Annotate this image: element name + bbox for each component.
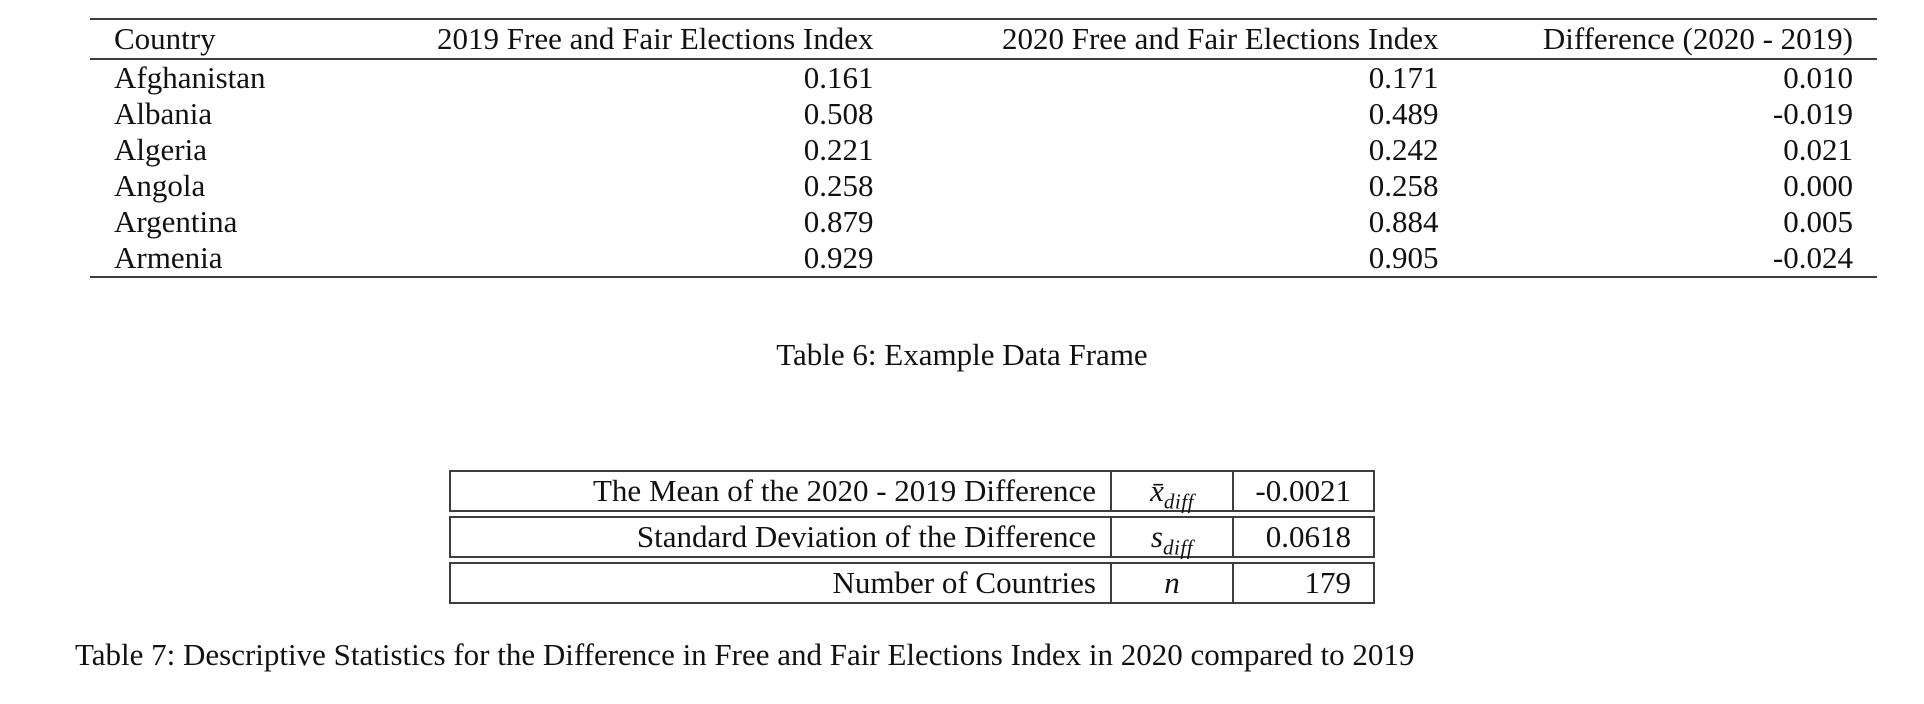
country-cell: Argentina xyxy=(114,204,238,239)
index-2019-cell: 0.879 xyxy=(803,204,874,239)
table-row: Albania 0.508 0.489 -0.019 xyxy=(90,96,1877,132)
stat-label: Number of Countries xyxy=(832,565,1096,600)
table6-header-2019-index: 2019 Free and Fair Elections Index xyxy=(339,19,886,60)
index-2019-cell: 0.258 xyxy=(803,168,874,203)
table-row: Armenia 0.929 0.905 -0.024 xyxy=(90,240,1877,277)
table6-header: Country 2019 Free and Fair Elections Ind… xyxy=(90,19,1877,60)
math-symbol-xbar-diff: x̄diff xyxy=(1150,473,1194,514)
index-2019-cell: 0.508 xyxy=(803,96,874,131)
stat-value: -0.0021 xyxy=(1255,473,1351,508)
country-cell: Armenia xyxy=(114,240,223,275)
table6-header-row: Country 2019 Free and Fair Elections Ind… xyxy=(90,19,1877,60)
table6-header-difference: Difference (2020 - 2019) xyxy=(1450,19,1877,60)
math-symbol-n: n xyxy=(1164,565,1180,600)
stat-symbol: x̄diff xyxy=(1110,472,1234,514)
descriptive-statistics-table: The Mean of the 2020 - 2019 Difference x… xyxy=(449,470,1375,604)
country-cell: Albania xyxy=(114,96,213,131)
stat-row-mean: The Mean of the 2020 - 2019 Difference x… xyxy=(449,470,1375,512)
stat-value: 179 xyxy=(1304,565,1352,600)
country-cell: Afghanistan xyxy=(114,60,266,95)
table6-header-country: Country xyxy=(90,19,340,60)
difference-cell: 0.021 xyxy=(1783,132,1853,167)
index-2020-cell: 0.489 xyxy=(1368,96,1439,131)
index-2020-cell: 0.905 xyxy=(1368,240,1439,275)
table7-caption: Table 7: Descriptive Statistics for the … xyxy=(75,637,1415,672)
stat-label: The Mean of the 2020 - 2019 Difference xyxy=(593,473,1096,508)
difference-cell: 0.005 xyxy=(1783,204,1853,239)
table6-body: Afghanistan 0.161 0.171 0.010 Albania 0.… xyxy=(90,59,1877,277)
difference-cell: -0.019 xyxy=(1772,96,1853,131)
table6-caption: Table 6: Example Data Frame xyxy=(776,337,1148,372)
table-row: Angola 0.258 0.258 0.000 xyxy=(90,168,1877,204)
difference-cell: 0.010 xyxy=(1783,60,1853,95)
stat-symbol: sdiff xyxy=(1110,518,1234,560)
table-row: Algeria 0.221 0.242 0.021 xyxy=(90,132,1877,168)
math-symbol-s-diff: sdiff xyxy=(1150,519,1194,560)
index-2020-cell: 0.171 xyxy=(1368,60,1439,95)
difference-cell: -0.024 xyxy=(1772,240,1853,275)
stat-value: 0.0618 xyxy=(1265,519,1351,554)
index-2019-cell: 0.221 xyxy=(803,132,874,167)
stat-row-count: Number of Countries n 179 xyxy=(449,562,1375,604)
stat-symbol: n xyxy=(1110,564,1234,602)
difference-cell: 0.000 xyxy=(1783,168,1853,203)
index-2020-cell: 0.258 xyxy=(1368,168,1439,203)
index-2019-cell: 0.161 xyxy=(803,60,874,95)
stat-label: Standard Deviation of the Difference xyxy=(636,519,1096,554)
table-row: Afghanistan 0.161 0.171 0.010 xyxy=(90,59,1877,96)
table-row: Argentina 0.879 0.884 0.005 xyxy=(90,204,1877,240)
stat-row-stddev: Standard Deviation of the Difference sdi… xyxy=(449,516,1375,558)
country-cell: Algeria xyxy=(114,132,207,167)
index-2020-cell: 0.242 xyxy=(1368,132,1439,167)
index-2019-cell: 0.929 xyxy=(803,240,874,275)
table6-header-2020-index: 2020 Free and Fair Elections Index xyxy=(885,19,1451,60)
example-data-frame-table: Country 2019 Free and Fair Elections Ind… xyxy=(90,18,1877,278)
country-cell: Angola xyxy=(114,168,206,203)
index-2020-cell: 0.884 xyxy=(1368,204,1439,239)
